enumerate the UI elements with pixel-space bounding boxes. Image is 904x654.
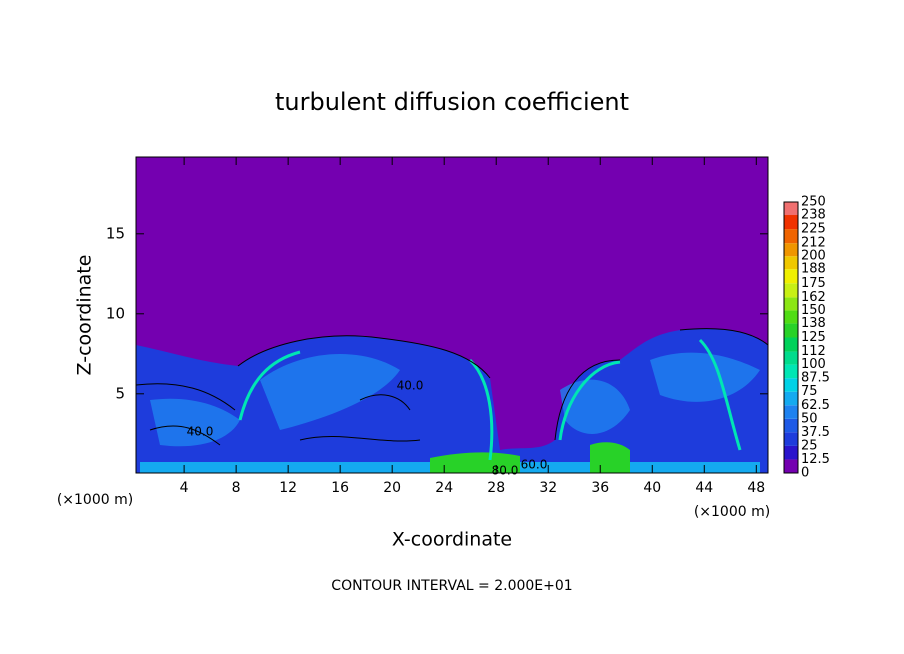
colorbar-band <box>784 297 798 311</box>
colorbar-band <box>784 269 798 284</box>
contour-label: 60.0 <box>521 458 548 472</box>
colorbar-label: 12.5 <box>801 452 830 467</box>
colorbar-label: 87.5 <box>801 371 830 386</box>
x-tick-label: 8 <box>232 480 241 496</box>
chart-title: turbulent diffusion coefficient <box>275 88 629 116</box>
colorbar-label: 225 <box>801 222 826 237</box>
colorbar-band <box>784 337 798 352</box>
colorbar-band <box>784 256 798 270</box>
x-tick-label: 20 <box>383 480 401 496</box>
y-axis-label: Z-coordinate <box>74 255 96 376</box>
colorbar-band <box>784 202 798 216</box>
field-region <box>150 352 760 447</box>
colorbar-label: 175 <box>801 276 826 291</box>
field-region <box>430 442 630 473</box>
colorbar-label: 238 <box>801 208 826 223</box>
x-tick-label: 44 <box>695 480 713 496</box>
colorbar-label: 162 <box>801 290 826 305</box>
colorbar-label: 62.5 <box>801 398 830 413</box>
colorbar-band <box>784 229 798 244</box>
colorbar-band <box>784 310 798 324</box>
colorbar-band <box>784 323 798 338</box>
plot-frame <box>135 156 769 474</box>
y-tick-label: 5 <box>115 384 125 402</box>
y-tick-label: 15 <box>106 224 125 242</box>
colorbar-band <box>784 351 798 365</box>
colorbar-label: 0 <box>801 466 809 481</box>
colorbar-band <box>784 445 798 460</box>
colorbar-label: 75 <box>801 384 818 399</box>
footer-note: CONTOUR INTERVAL = 2.000E+01 <box>331 578 572 594</box>
x-axis-label: X-coordinate <box>392 529 512 551</box>
x-tick-label: 24 <box>435 480 453 496</box>
contour-label: 40.0 <box>397 379 424 393</box>
colorbar-label: 250 <box>801 195 826 210</box>
x-tick-label: 4 <box>180 480 189 496</box>
colorbar-label: 212 <box>801 236 826 251</box>
colorbar-label: 112 <box>801 344 826 359</box>
colorbar-band <box>784 243 798 257</box>
x-tick-label: 48 <box>747 480 765 496</box>
x-tick-label: 40 <box>643 480 661 496</box>
contour-label: 40.0 <box>187 425 214 439</box>
colorbar-band <box>784 391 798 406</box>
contour-label: 80.0 <box>492 464 519 478</box>
x-tick-label: 16 <box>331 480 349 496</box>
x-tick-label: 28 <box>487 480 505 496</box>
contour-line <box>135 328 769 446</box>
x-unit-label: (×1000 m) <box>57 492 133 508</box>
colorbar-label: 37.5 <box>801 425 830 440</box>
colorbar-band <box>784 378 798 392</box>
colorbar-band <box>784 405 798 419</box>
x-tick-label: 12 <box>279 480 297 496</box>
colorbar-band <box>784 283 798 298</box>
x-tick-label: 32 <box>539 480 557 496</box>
colorbar-label: 100 <box>801 357 826 372</box>
colorbar-frame <box>783 201 799 474</box>
colorbar-label: 125 <box>801 330 826 345</box>
colorbar-label: 25 <box>801 438 818 453</box>
colorbar-band <box>784 418 798 433</box>
colorbar-label: 188 <box>801 262 826 277</box>
colorbar-band <box>784 459 798 473</box>
x-tick-label: 36 <box>591 480 609 496</box>
field-streak <box>238 338 742 461</box>
x-unit-label: (×1000 m) <box>694 504 770 520</box>
colorbar-label: 150 <box>801 303 826 318</box>
colorbar-band <box>784 215 798 230</box>
colorbar-band <box>784 432 798 446</box>
colorbar-label: 200 <box>801 249 826 264</box>
field <box>135 157 769 473</box>
colorbar-label: 50 <box>801 411 818 426</box>
y-tick-label: 10 <box>106 304 125 322</box>
colorbar-band <box>784 364 798 379</box>
colorbar-label: 138 <box>801 316 826 331</box>
